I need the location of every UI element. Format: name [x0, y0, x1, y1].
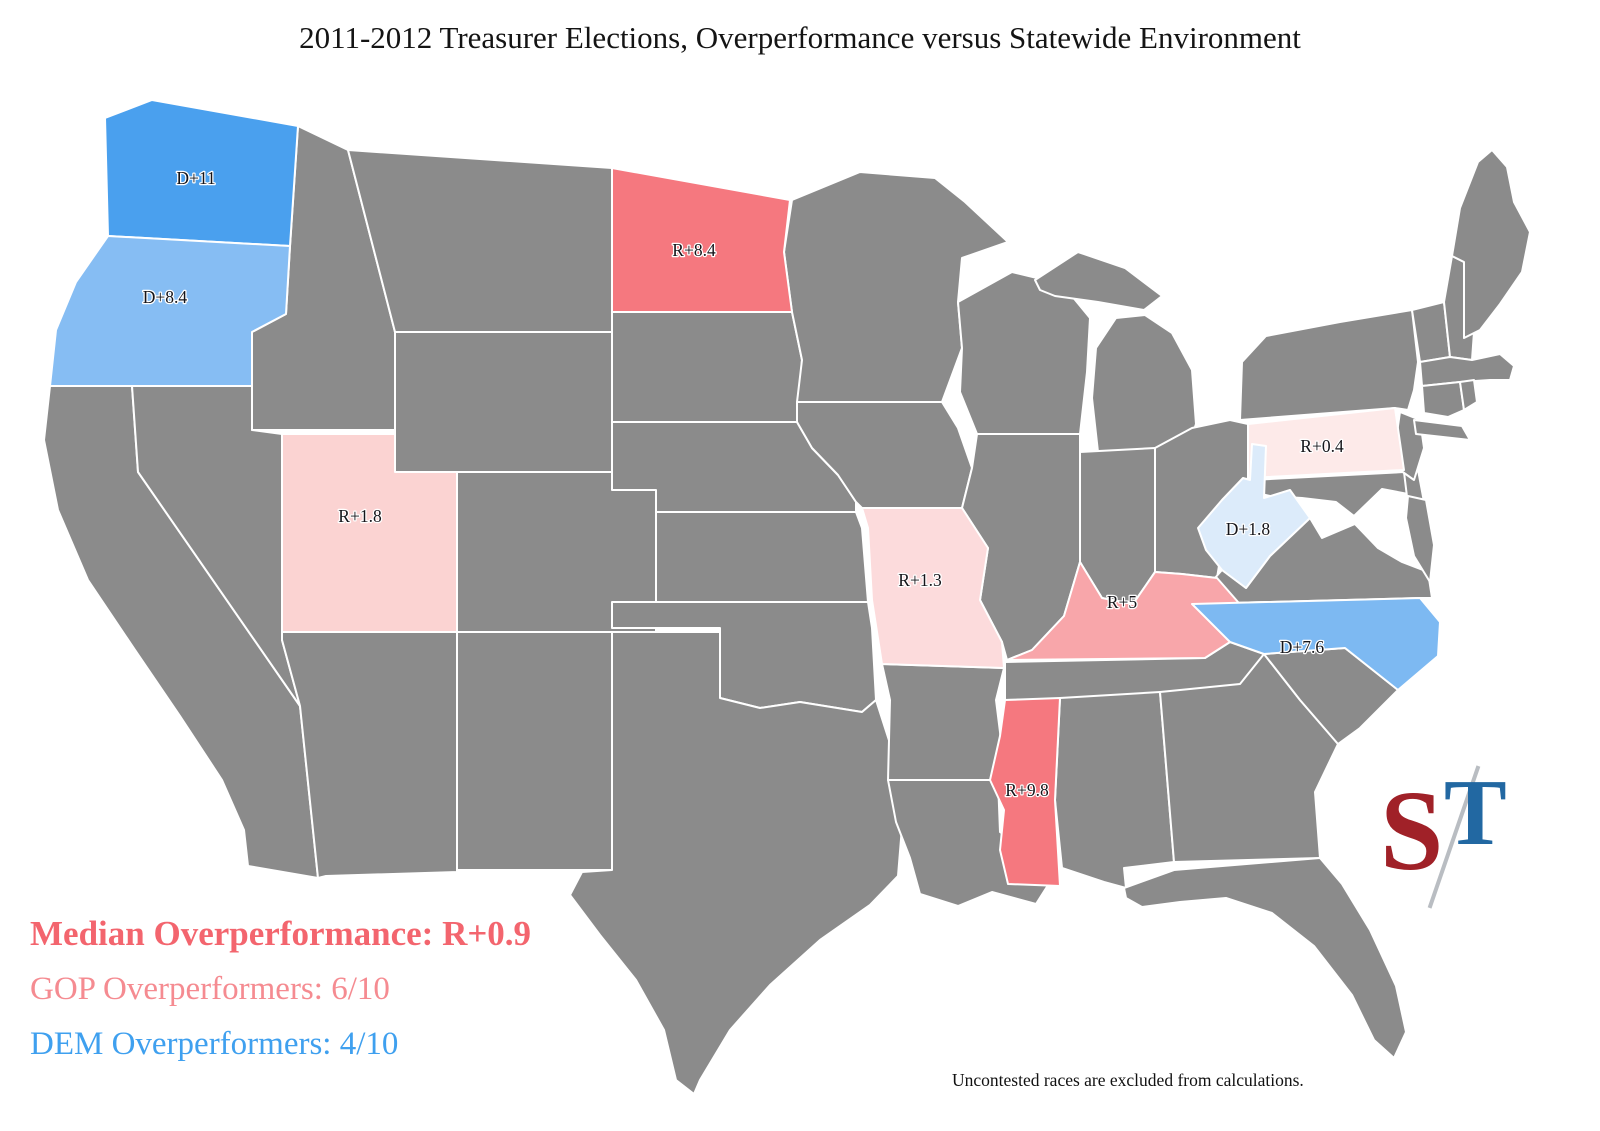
- state-oregon: [49, 235, 291, 387]
- state-label-pennsylvania: R+0.4: [1300, 436, 1344, 456]
- state-michigan: [1034, 251, 1197, 455]
- state-north-dakota: [611, 167, 793, 313]
- state-montana: [347, 149, 613, 333]
- state-missouri: [861, 507, 1005, 669]
- state-labels-layer: D+11 D+8.4 R+8.4 R+1.8 R+1.3 R+5 R+9.8 R…: [142, 167, 1346, 802]
- state-arkansas: [881, 663, 1005, 781]
- gop-overperformers-stat: GOP Overperformers: 6/10: [30, 971, 390, 1007]
- state-mississippi: [989, 697, 1061, 887]
- state-label-west-virginia: D+1.8: [1226, 519, 1271, 539]
- state-florida: [1123, 857, 1407, 1059]
- state-rhode-island: [1459, 379, 1478, 411]
- state-texas: [569, 631, 906, 1095]
- state-label-north-carolina: D+7.6: [1280, 637, 1325, 657]
- states-layer: [43, 99, 1531, 1095]
- state-washington: [104, 99, 299, 247]
- state-south-dakota: [611, 311, 803, 423]
- state-delmarva-peninsula: [1405, 495, 1435, 583]
- page-title: 2011-2012 Treasurer Elections, Overperfo…: [299, 20, 1301, 55]
- state-new-york: [1239, 309, 1419, 421]
- state-connecticut: [1421, 381, 1465, 418]
- state-michigan-upper-peninsula: [1034, 251, 1163, 311]
- summary-stats: Median Overperformance: R+0.9 GOP Overpe…: [30, 916, 531, 1061]
- state-label-oregon: D+8.4: [143, 287, 188, 307]
- state-label-washington: D+11: [176, 168, 215, 188]
- state-long-island: [1413, 419, 1471, 441]
- st-logo: S T: [1378, 761, 1518, 918]
- state-pennsylvania: [1247, 407, 1405, 479]
- footnote: Uncontested races are excluded from calc…: [952, 1070, 1304, 1090]
- state-label-missouri: R+1.3: [898, 570, 942, 590]
- dem-overperformers-stat: DEM Overperformers: 4/10: [30, 1026, 399, 1062]
- state-north-carolina: [1191, 597, 1441, 691]
- state-kansas: [655, 511, 869, 603]
- state-label-mississippi: R+9.8: [1005, 780, 1049, 800]
- state-label-kentucky: R+5: [1107, 592, 1138, 612]
- logo-letter-t: T: [1444, 761, 1507, 865]
- median-overperformance-stat: Median Overperformance: R+0.9: [30, 914, 532, 953]
- state-wyoming: [394, 331, 613, 473]
- state-new-mexico: [456, 631, 613, 871]
- state-west-virginia: [1197, 443, 1311, 589]
- state-utah: [281, 433, 458, 633]
- state-maine: [1451, 149, 1531, 339]
- state-label-utah: R+1.8: [338, 506, 382, 526]
- state-label-north-dakota: R+8.4: [672, 240, 716, 260]
- logo-letter-s: S: [1380, 767, 1444, 894]
- state-alabama: [1054, 691, 1175, 889]
